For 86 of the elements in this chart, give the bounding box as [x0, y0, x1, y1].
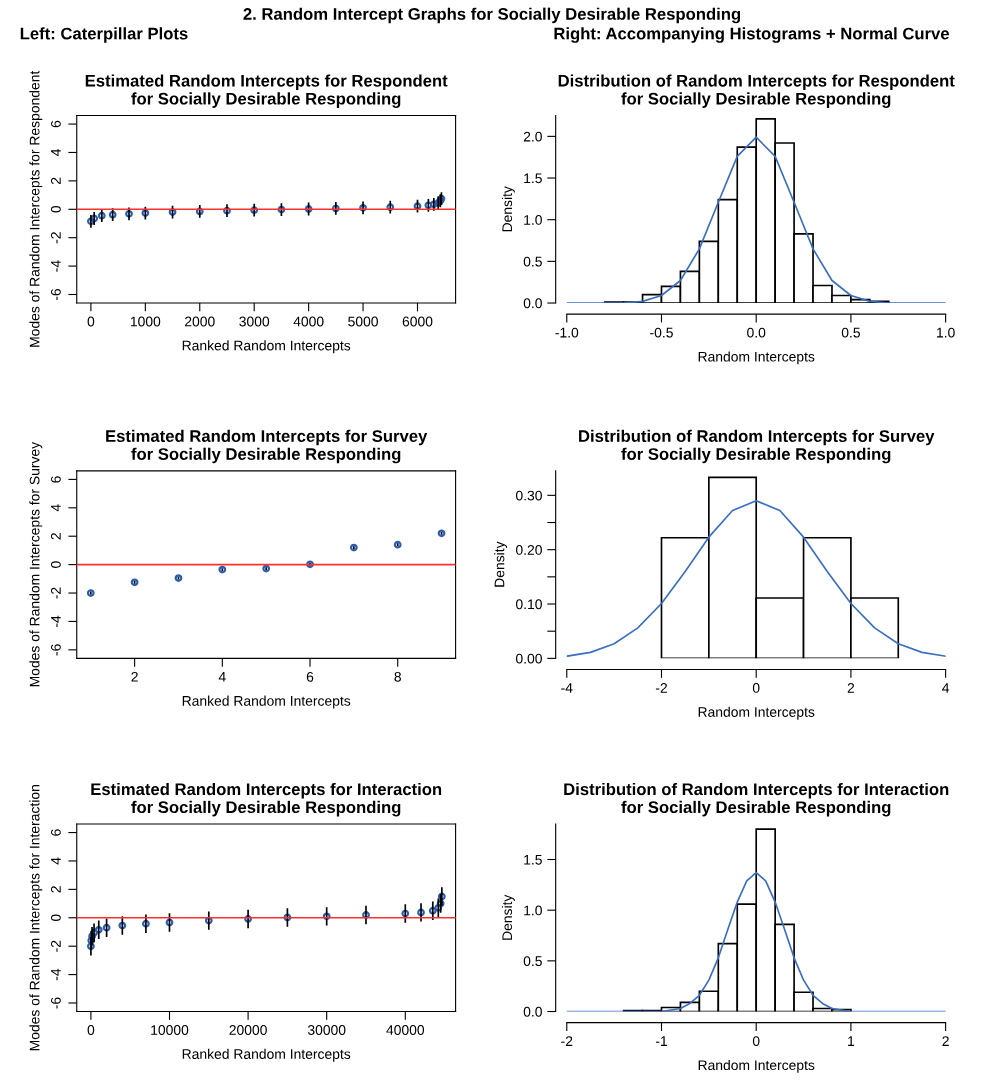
- x-tick-label: -1.0: [555, 327, 579, 338]
- y-tick-label: 1.0: [524, 215, 542, 225]
- x-tick-label: 0: [87, 316, 95, 327]
- x-tick-label: -2: [655, 683, 667, 693]
- y-tick-label: -2: [50, 232, 61, 244]
- y-axis-title: Density: [494, 541, 508, 587]
- x-tick-label: 1000: [130, 316, 161, 327]
- x-tick-label: 4: [942, 683, 950, 693]
- chart-title: Distribution of Random Intercepts for Interaction for Socially Desirable Responding: [564, 782, 949, 817]
- x-tick-label: 2: [847, 683, 855, 693]
- text: Left: Caterpillar Plots: [20, 27, 188, 43]
- x-tick-label: 2: [131, 671, 138, 682]
- y-tick-label: 0.10: [515, 599, 542, 610]
- y-tick-label: 1.5: [524, 173, 542, 184]
- y-tick-label: 2: [50, 886, 61, 893]
- y-tick-label: 4: [51, 857, 61, 865]
- x-tick-label: 1: [848, 1036, 855, 1046]
- x-tick-label: 4: [218, 672, 226, 682]
- y-tick-label: 1.0: [524, 905, 542, 916]
- y-tick-label: -6: [50, 644, 61, 656]
- y-tick-label: -4: [51, 260, 61, 272]
- y-axis-title: Density: [501, 894, 515, 940]
- x-tick-label: 40000: [386, 1025, 425, 1035]
- y-tick-label: -2: [50, 940, 61, 952]
- y-axis-title: Modes of Random Intercepts for Interaction: [29, 785, 43, 1051]
- x-tick-label: 2000: [185, 316, 215, 327]
- x-tick-label: -2: [561, 1036, 573, 1046]
- y-tick-label: -2: [50, 587, 61, 599]
- y-tick-label: -6: [50, 288, 61, 301]
- y-tick-label: 0: [50, 914, 61, 922]
- y-tick-label: -6: [50, 997, 61, 1009]
- x-axis-title: Random Intercepts: [698, 706, 815, 720]
- x-tick-label: 0.5: [841, 327, 860, 338]
- x-tick-label: 6: [306, 671, 314, 682]
- y-tick-label: 0.20: [515, 545, 542, 555]
- x-tick-label: 8: [394, 671, 401, 682]
- y-tick-label: 0: [50, 561, 61, 568]
- y-tick-label: 1.5: [524, 854, 542, 865]
- y-tick-label: 6: [50, 829, 61, 836]
- y-tick-label: 0.30: [515, 490, 542, 501]
- y-tick-label: 2: [50, 177, 61, 185]
- x-tick-label: 0: [752, 1036, 760, 1047]
- y-tick-label: 0: [50, 205, 61, 213]
- x-tick-label: -0.5: [650, 327, 673, 338]
- x-tick-label: 0: [87, 1025, 95, 1035]
- y-tick-label: 0.0: [523, 1006, 542, 1017]
- chart-title: Estimated Random Intercepts for Respondent for Socially Desirable Responding: [85, 74, 448, 108]
- y-tick-label: 0.0: [523, 298, 542, 309]
- y-axis-title: Density: [501, 186, 515, 232]
- x-axis-title: Random Intercepts: [698, 351, 815, 365]
- x-axis-title: Ranked Random Intercepts: [182, 1048, 351, 1062]
- y-axis-title: Modes of Random Intercepts for Respondent: [29, 70, 43, 347]
- y-tick-label: -4: [51, 615, 61, 627]
- chart-title: Distribution of Random Intercepts for Survey for Socially Desirable Responding: [579, 429, 935, 464]
- x-tick-label: -4: [561, 683, 573, 693]
- x-tick-label: 4000: [293, 316, 324, 327]
- x-tick-label: 20000: [229, 1025, 267, 1035]
- y-tick-label: 4: [51, 149, 61, 157]
- x-tick-label: 0.0: [747, 327, 766, 338]
- y-tick-label: 2: [50, 533, 61, 540]
- chart-title: Estimated Random Intercepts for Survey for Socially Desirable Responding: [106, 429, 428, 464]
- x-tick-label: 0: [752, 683, 760, 693]
- y-tick-label: 6: [50, 476, 61, 483]
- y-tick-label: 0.00: [515, 653, 542, 664]
- x-tick-label: 10000: [151, 1025, 189, 1035]
- x-tick-label: 2: [942, 1036, 949, 1046]
- y-tick-label: 0.5: [523, 956, 542, 967]
- chart-title: Distribution of Random Intercepts for Respondent for Socially Desirable Responding: [558, 74, 955, 108]
- y-tick-label: 6: [50, 120, 61, 128]
- y-tick-label: -4: [51, 968, 61, 981]
- y-tick-label: 2.0: [523, 131, 542, 142]
- x-tick-label: -1: [655, 1036, 667, 1046]
- x-axis-title: Ranked Random Intercepts: [182, 340, 351, 354]
- x-tick-label: 6000: [402, 316, 433, 327]
- x-tick-label: 5000: [348, 316, 378, 327]
- text: 2. Random Intercept Graphs for Socially Desirable Responding: [243, 7, 741, 24]
- x-tick-label: 30000: [307, 1025, 346, 1035]
- y-axis-title: Modes of Random Intercepts for Survey: [29, 441, 43, 687]
- text: Right: Accompanying Histograms + Normal Curve: [554, 27, 950, 43]
- x-tick-label: 1.0: [937, 327, 955, 338]
- x-tick-label: 3000: [239, 316, 270, 327]
- x-axis-title: Random Intercepts: [698, 1059, 815, 1073]
- chart-title: Estimated Random Intercepts for Interaction for Socially Desirable Responding: [91, 782, 442, 817]
- y-tick-label: 4: [51, 504, 61, 512]
- y-tick-label: 0.5: [523, 256, 542, 267]
- x-axis-title: Ranked Random Intercepts: [182, 695, 351, 709]
